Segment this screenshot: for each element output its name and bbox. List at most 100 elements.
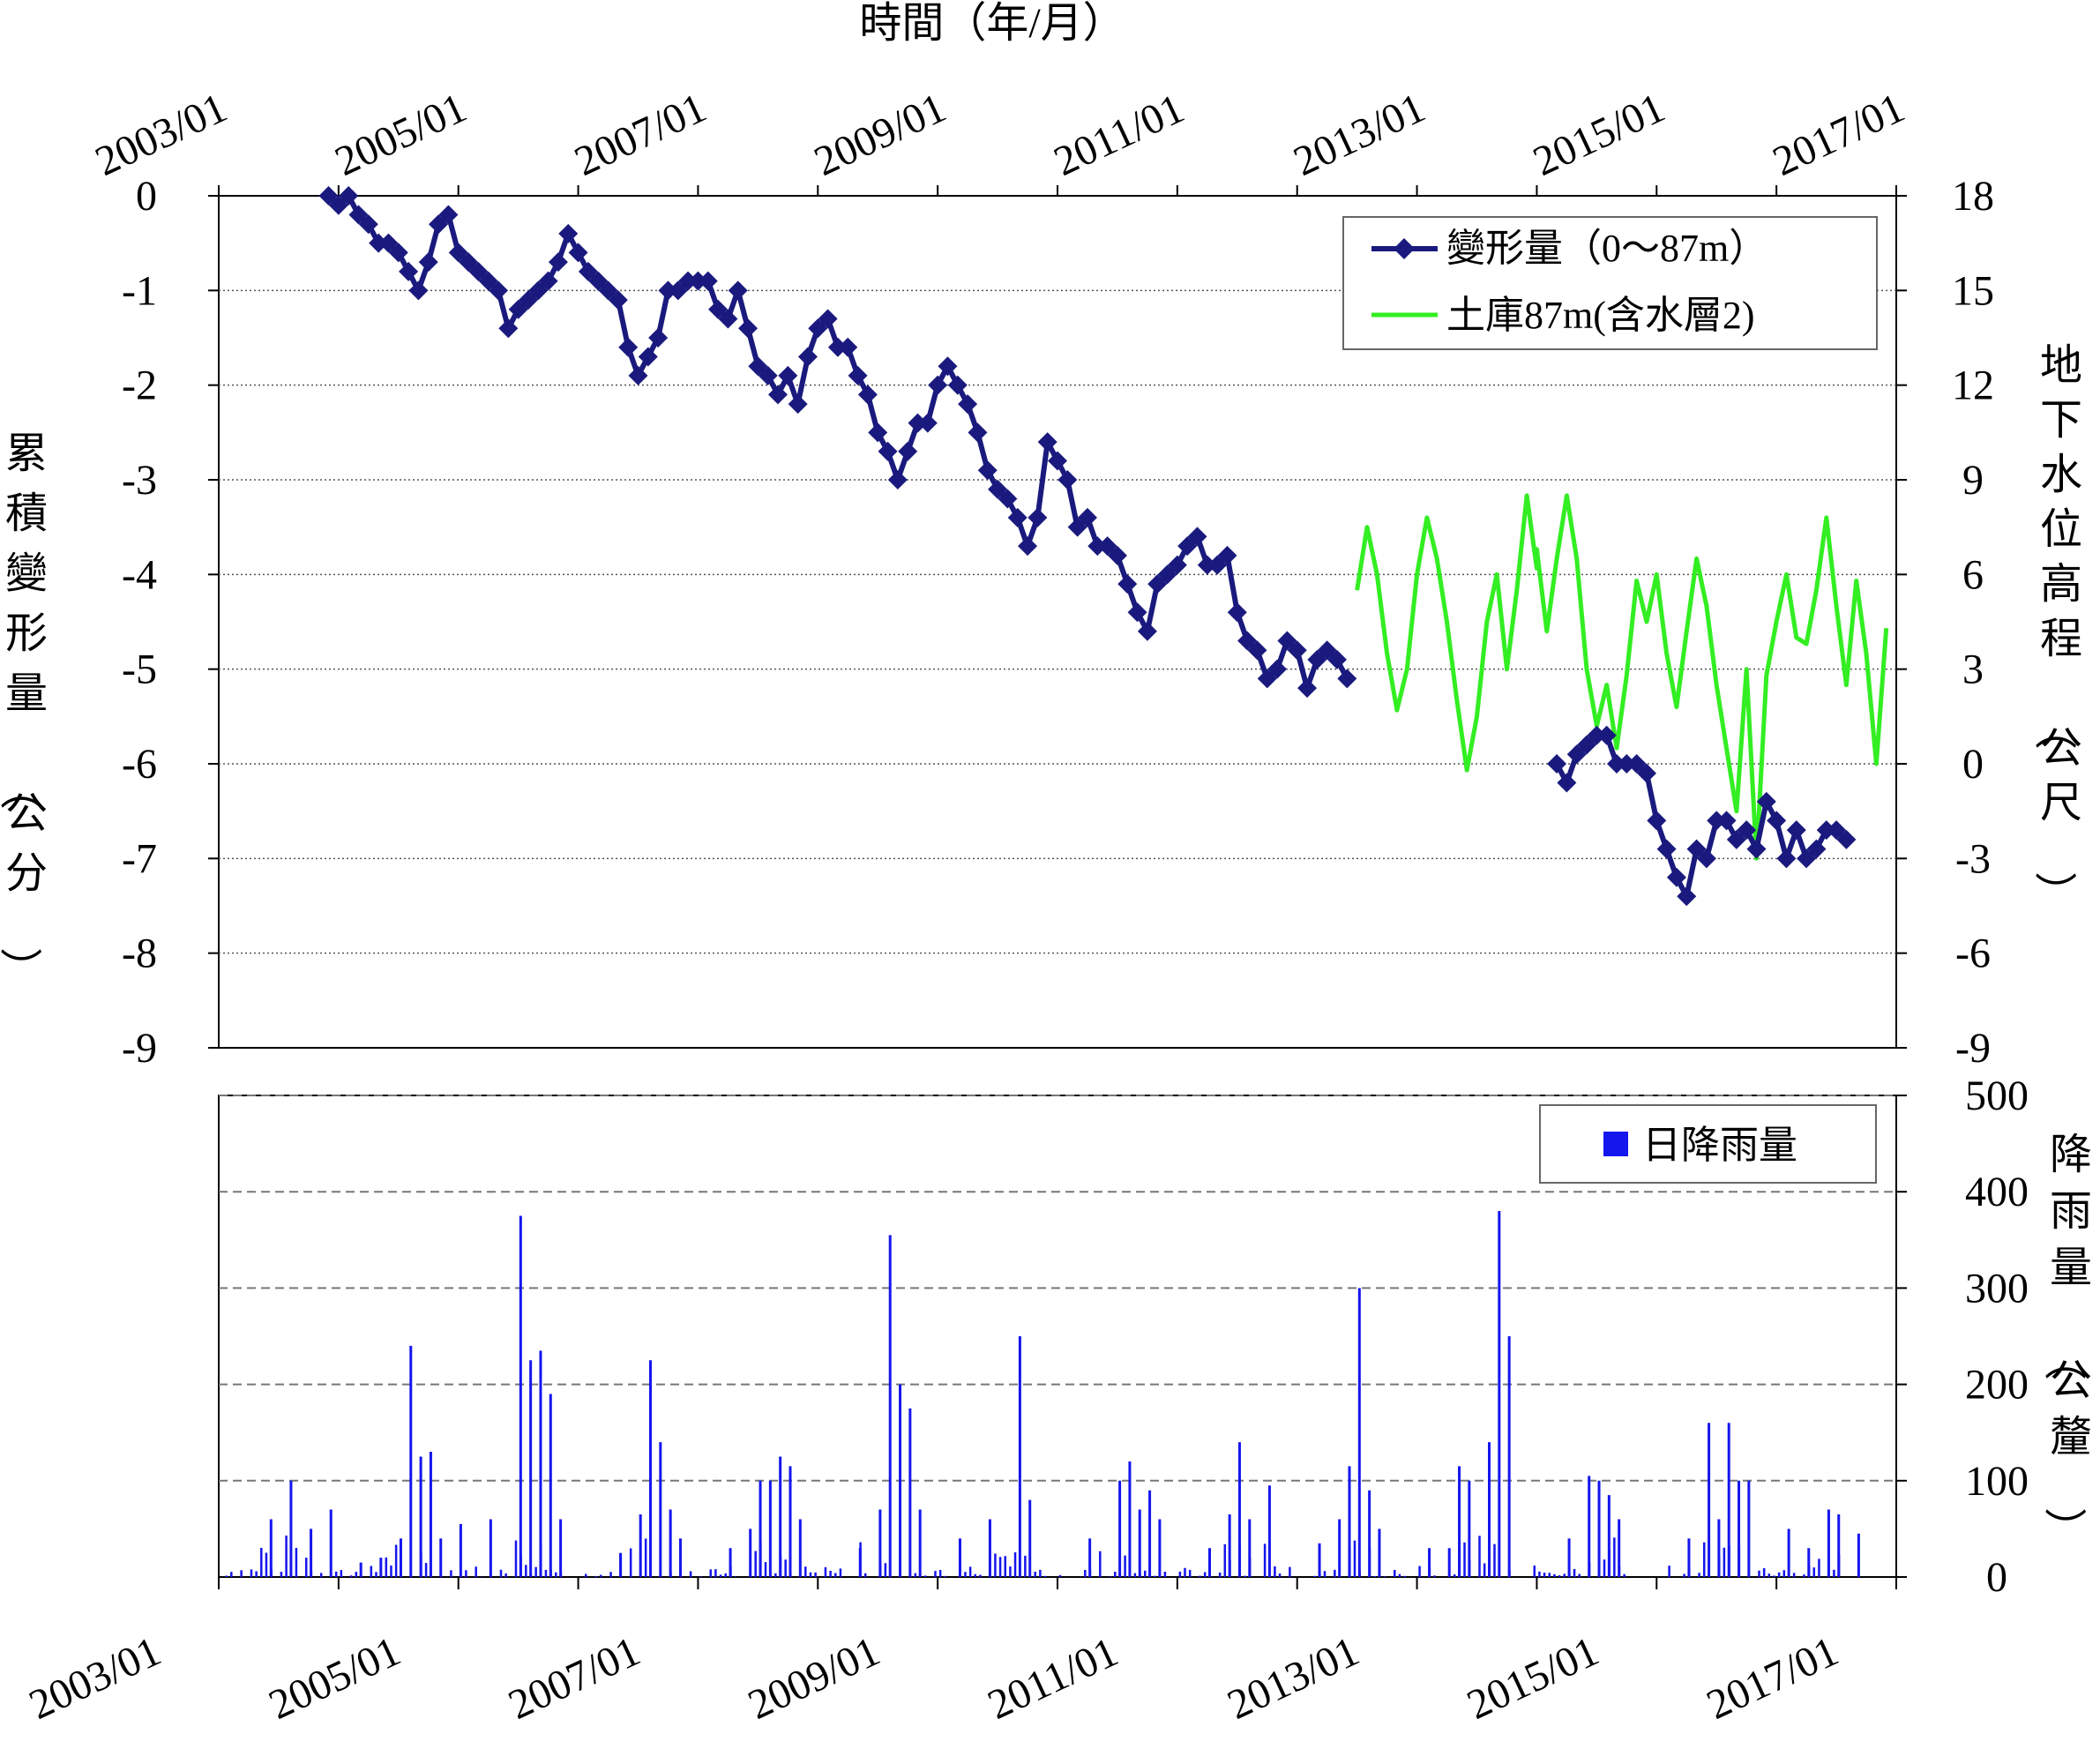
deformation-point: [618, 337, 639, 357]
deformation-point: [1167, 555, 1187, 575]
deformation-point: [1147, 574, 1168, 594]
deformation-point: [788, 394, 808, 415]
legend-rain-label: 日降雨量: [1642, 1124, 1797, 1167]
deformation-point: [748, 356, 768, 377]
deformation-point: [1087, 536, 1108, 557]
deformation-point: [1067, 517, 1087, 537]
deformation-point: [1057, 470, 1078, 490]
deformation-point: [818, 309, 838, 329]
right-y-axis-title-char: 尺: [2040, 780, 2082, 826]
deformation-point: [1656, 839, 1677, 859]
bottom-x-tick-label: 2007/01: [502, 1627, 647, 1729]
legend-deformation-marker: [1394, 238, 1415, 259]
deformation-point: [489, 280, 508, 301]
top-x-tick-label: 2007/01: [568, 84, 714, 185]
deformation-point: [1297, 678, 1318, 699]
right-y-axis-title-char: 位: [2040, 506, 2082, 553]
deformation-point: [1287, 640, 1307, 661]
deformation-point: [388, 243, 408, 263]
deformation-point: [1097, 536, 1117, 557]
deformation-point: [758, 365, 778, 385]
bottom-x-tick-label: 2003/01: [22, 1627, 168, 1729]
deformation-point: [498, 318, 519, 339]
rainfall-y-axis-title-char: 量: [2050, 1244, 2092, 1291]
left-y-axis-title-char: 積: [5, 490, 48, 537]
deformation-point: [1607, 754, 1626, 774]
left-y-axis-title-char: 量: [5, 670, 48, 717]
deformation-point: [378, 233, 399, 253]
deformation-point: [1018, 536, 1038, 557]
deformation-point: [698, 271, 718, 291]
deformation-point: [1566, 744, 1587, 765]
rain-y-tick-label: 400: [1965, 1169, 2029, 1215]
top-x-tick-label: 2013/01: [1287, 84, 1432, 185]
right-y-axis-title-char: 水: [2040, 452, 2082, 498]
deformation-point: [1207, 555, 1228, 575]
deformation-point: [898, 441, 918, 461]
deformation-point: [1816, 820, 1836, 841]
right-y-axis-title-char: （: [2030, 707, 2077, 750]
deformation-point: [518, 290, 538, 310]
deformation-point: [1217, 545, 1237, 565]
deformation-point: [857, 385, 878, 405]
deformation-point: [1587, 725, 1607, 745]
top-x-tick-label: 2017/01: [1766, 84, 1911, 185]
deformation-point: [1707, 811, 1727, 831]
deformation-point: [1187, 527, 1207, 547]
rain-y-tick-label: 300: [1965, 1265, 2029, 1312]
deformation-point: [568, 243, 588, 263]
deformation-point: [1237, 631, 1258, 651]
top-x-tick-label: 2015/01: [1527, 84, 1672, 185]
left-y-axis-title-char: 累: [5, 430, 48, 477]
deformation-point: [369, 233, 389, 253]
right-y-tick-label: 18: [1952, 173, 1994, 220]
deformation-point: [1197, 555, 1217, 575]
right-y-tick-label: 9: [1962, 457, 1984, 504]
rainfall-y-axis-title-char: 公: [2050, 1357, 2092, 1404]
right-y-axis-title-char: 高: [2040, 561, 2082, 608]
deformation-point: [827, 337, 848, 357]
deformation-point: [658, 280, 678, 301]
deformation-point: [1686, 839, 1707, 859]
deformation-point: [538, 271, 558, 291]
deformation-point: [468, 261, 489, 281]
legend-deformation-label: 變形量（0～87m）: [1446, 227, 1767, 270]
left-y-tick-label: -5: [122, 647, 157, 693]
legend-rain-swatch: [1603, 1132, 1628, 1156]
deformation-point: [1037, 432, 1057, 452]
deformation-point: [508, 299, 528, 319]
deformation-point: [1666, 867, 1686, 887]
deformation-point: [1337, 669, 1357, 689]
legend-groundwater-label: 土庫87m(含水層2): [1446, 294, 1755, 337]
deformation-point: [358, 214, 378, 235]
deformation-point: [1696, 848, 1716, 869]
deformation-point: [459, 252, 479, 273]
deformation-point: [1157, 564, 1177, 585]
deformation-point: [628, 365, 648, 385]
right-y-tick-label: -9: [1955, 1025, 1991, 1072]
deformation-point: [808, 318, 828, 339]
left-y-tick-label: -4: [122, 551, 157, 598]
deformation-point: [1617, 754, 1637, 774]
deformation-point: [638, 347, 658, 367]
deformation-point: [1077, 507, 1097, 527]
top-x-tick-label: 2009/01: [807, 84, 953, 185]
deformation-point: [1048, 451, 1067, 471]
deformation-point: [1746, 839, 1767, 859]
deformation-point: [878, 441, 898, 461]
rain-y-tick-label: 100: [1965, 1458, 2029, 1505]
deformation-point: [688, 271, 708, 291]
groundwater-line: [1355, 493, 1889, 861]
deformation-point: [578, 261, 598, 281]
rainfall-y-axis-title-char: 釐: [2050, 1414, 2092, 1461]
deformation-point: [988, 479, 1008, 499]
bottom-x-tick-label: 2013/01: [1221, 1627, 1366, 1729]
left-y-tick-label: -9: [122, 1025, 157, 1072]
left-y-axis-title-char: 形: [5, 610, 48, 657]
deformation-point: [1626, 754, 1647, 774]
bottom-x-tick-label: 2015/01: [1461, 1627, 1606, 1729]
left-y-axis-title-char: ）: [0, 947, 42, 990]
deformation-point: [418, 252, 438, 273]
deformation-point: [1317, 640, 1337, 661]
deformation-point: [768, 385, 788, 405]
